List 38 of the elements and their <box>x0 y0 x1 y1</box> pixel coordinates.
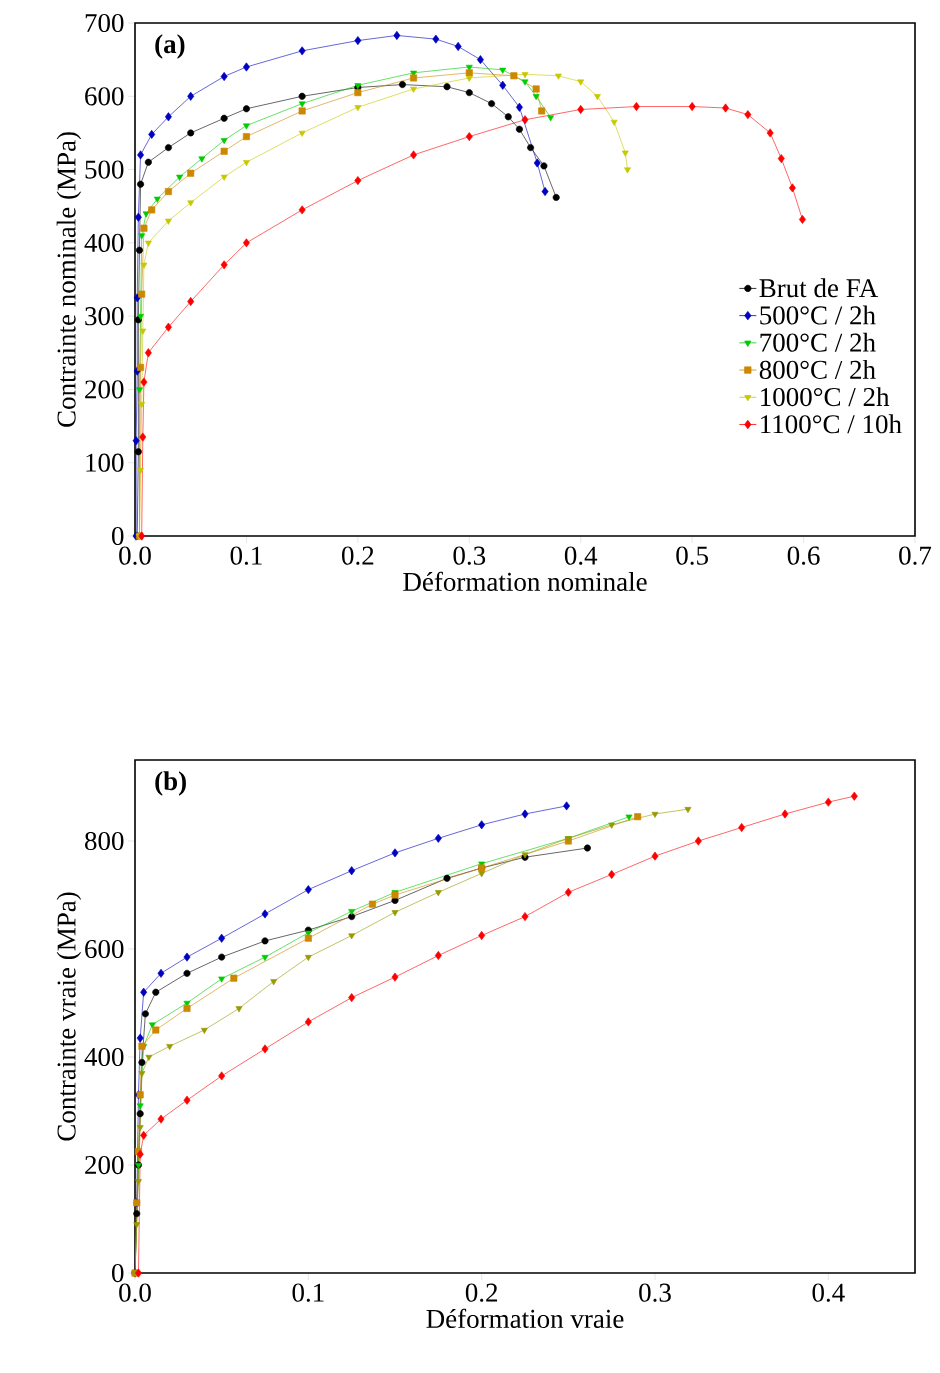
x-tick-label: 0.4 <box>812 1283 845 1302</box>
legend-label: 800°C / 2h <box>759 359 876 379</box>
x-tick-label: 0.1 <box>230 546 262 565</box>
y-axis-title: Contrainte nominale (MPa) <box>56 132 82 427</box>
x-tick-label: 0.0 <box>119 546 151 565</box>
x-tick-label: 0.6 <box>787 546 820 565</box>
x-axis-title: Déformation nominale <box>403 571 647 591</box>
y-tick-label: 400 <box>84 1047 124 1067</box>
x-tick-label: 0.3 <box>453 546 486 565</box>
x-tick-label: 0.0 <box>119 1283 151 1302</box>
y-tick-label: 300 <box>85 307 124 326</box>
annotation: (a) <box>155 34 185 59</box>
legend-label: Brut de FA <box>759 278 879 298</box>
y-tick-label: 600 <box>85 87 124 106</box>
legend-label: 1100°C / 10h <box>761 414 902 434</box>
legend-label: 500°C / 2h <box>760 305 876 325</box>
x-tick-label: 0.4 <box>564 546 598 565</box>
y-tick-label: 700 <box>85 13 124 33</box>
x-tick-label: 0.3 <box>639 1283 671 1302</box>
y-tick-label: 200 <box>85 380 124 399</box>
x-axis-title: Déformation vraie <box>426 1308 624 1328</box>
legend-label: 1000°C / 2h <box>761 387 890 407</box>
annotation: (b) <box>155 771 186 796</box>
y-tick-label: 0 <box>112 526 124 546</box>
y-tick-label: 600 <box>85 939 124 959</box>
y-tick-label: 500 <box>85 160 124 179</box>
legend-label: 700°C / 2h <box>760 332 876 352</box>
y-tick-label: 800 <box>85 831 124 851</box>
y-axis-title: Contrainte vraie (MPa) <box>56 892 82 1141</box>
x-tick-label: 0.2 <box>342 546 374 565</box>
x-tick-label: 0.1 <box>292 1283 324 1302</box>
x-tick-label: 0.2 <box>465 1283 498 1302</box>
x-tick-label: 0.5 <box>676 546 708 565</box>
y-tick-label: 200 <box>85 1155 124 1175</box>
x-tick-label: 0.7 <box>899 546 932 565</box>
y-tick-label: 100 <box>86 453 124 472</box>
y-tick-label: 0 <box>112 1263 124 1283</box>
y-tick-label: 400 <box>84 233 124 252</box>
